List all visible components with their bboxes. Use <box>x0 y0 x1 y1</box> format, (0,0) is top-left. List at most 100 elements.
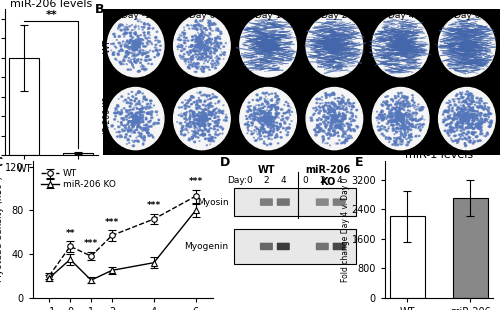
Ellipse shape <box>457 106 459 108</box>
Ellipse shape <box>193 48 195 50</box>
Ellipse shape <box>220 126 222 128</box>
Ellipse shape <box>124 127 126 128</box>
Ellipse shape <box>263 119 265 121</box>
Ellipse shape <box>275 110 276 111</box>
Ellipse shape <box>200 108 202 109</box>
Ellipse shape <box>216 56 218 57</box>
Ellipse shape <box>214 63 216 64</box>
Ellipse shape <box>483 114 486 116</box>
Ellipse shape <box>416 109 417 110</box>
Ellipse shape <box>210 50 211 51</box>
Ellipse shape <box>469 93 470 94</box>
Ellipse shape <box>201 35 202 36</box>
Ellipse shape <box>150 126 152 127</box>
Ellipse shape <box>199 124 201 125</box>
Ellipse shape <box>134 123 135 125</box>
Ellipse shape <box>205 129 207 130</box>
Ellipse shape <box>472 98 474 100</box>
Ellipse shape <box>268 118 270 120</box>
Ellipse shape <box>260 110 262 112</box>
Ellipse shape <box>261 119 262 120</box>
Ellipse shape <box>146 127 148 129</box>
Ellipse shape <box>386 100 388 102</box>
Ellipse shape <box>198 26 200 27</box>
Ellipse shape <box>267 118 269 119</box>
Ellipse shape <box>409 118 411 120</box>
Ellipse shape <box>469 125 471 126</box>
Ellipse shape <box>148 37 149 38</box>
Ellipse shape <box>404 119 405 120</box>
Ellipse shape <box>140 35 141 36</box>
Ellipse shape <box>408 101 409 102</box>
Ellipse shape <box>462 117 463 118</box>
Ellipse shape <box>210 41 212 43</box>
Ellipse shape <box>422 107 424 108</box>
Ellipse shape <box>189 64 190 65</box>
Ellipse shape <box>462 121 464 122</box>
Ellipse shape <box>138 118 140 120</box>
Ellipse shape <box>184 30 185 31</box>
Ellipse shape <box>344 116 346 117</box>
Ellipse shape <box>263 116 266 117</box>
Ellipse shape <box>330 108 331 110</box>
Ellipse shape <box>266 115 268 116</box>
Ellipse shape <box>218 45 220 47</box>
Ellipse shape <box>209 33 210 34</box>
Ellipse shape <box>397 123 400 125</box>
Ellipse shape <box>400 128 402 129</box>
Text: Day -1: Day -1 <box>121 11 150 20</box>
Ellipse shape <box>199 125 200 126</box>
Ellipse shape <box>381 104 382 105</box>
Ellipse shape <box>130 69 132 70</box>
Ellipse shape <box>460 94 462 95</box>
Ellipse shape <box>317 125 319 127</box>
Ellipse shape <box>150 120 152 121</box>
Ellipse shape <box>333 116 335 118</box>
Ellipse shape <box>193 123 194 124</box>
Ellipse shape <box>338 126 340 127</box>
Ellipse shape <box>219 111 220 112</box>
Ellipse shape <box>187 40 189 41</box>
Ellipse shape <box>202 36 204 38</box>
Ellipse shape <box>288 106 289 107</box>
Ellipse shape <box>198 126 199 127</box>
Ellipse shape <box>400 102 402 103</box>
Ellipse shape <box>137 126 138 128</box>
Ellipse shape <box>142 46 144 47</box>
Ellipse shape <box>260 110 262 112</box>
Ellipse shape <box>324 111 325 112</box>
Ellipse shape <box>314 113 316 114</box>
Ellipse shape <box>453 114 454 115</box>
Ellipse shape <box>190 115 192 117</box>
Ellipse shape <box>331 123 332 124</box>
Ellipse shape <box>472 117 474 118</box>
Ellipse shape <box>271 127 272 128</box>
Ellipse shape <box>274 107 276 108</box>
Ellipse shape <box>202 46 204 47</box>
Ellipse shape <box>266 118 267 119</box>
Ellipse shape <box>322 140 324 141</box>
Ellipse shape <box>480 106 482 107</box>
Ellipse shape <box>194 123 196 124</box>
Ellipse shape <box>126 51 128 52</box>
Ellipse shape <box>409 135 411 136</box>
Ellipse shape <box>476 115 478 116</box>
Ellipse shape <box>394 120 396 122</box>
Ellipse shape <box>204 128 206 130</box>
Ellipse shape <box>403 103 406 105</box>
Ellipse shape <box>318 126 320 128</box>
Ellipse shape <box>125 127 126 128</box>
Ellipse shape <box>472 120 474 122</box>
Ellipse shape <box>138 39 140 41</box>
Ellipse shape <box>341 105 342 106</box>
Ellipse shape <box>200 47 202 48</box>
Ellipse shape <box>204 100 206 101</box>
Ellipse shape <box>155 37 157 38</box>
Ellipse shape <box>399 117 400 118</box>
Ellipse shape <box>135 117 137 119</box>
Ellipse shape <box>136 59 138 61</box>
Ellipse shape <box>472 110 474 112</box>
Ellipse shape <box>334 118 336 120</box>
Ellipse shape <box>191 137 194 139</box>
Ellipse shape <box>142 50 144 51</box>
